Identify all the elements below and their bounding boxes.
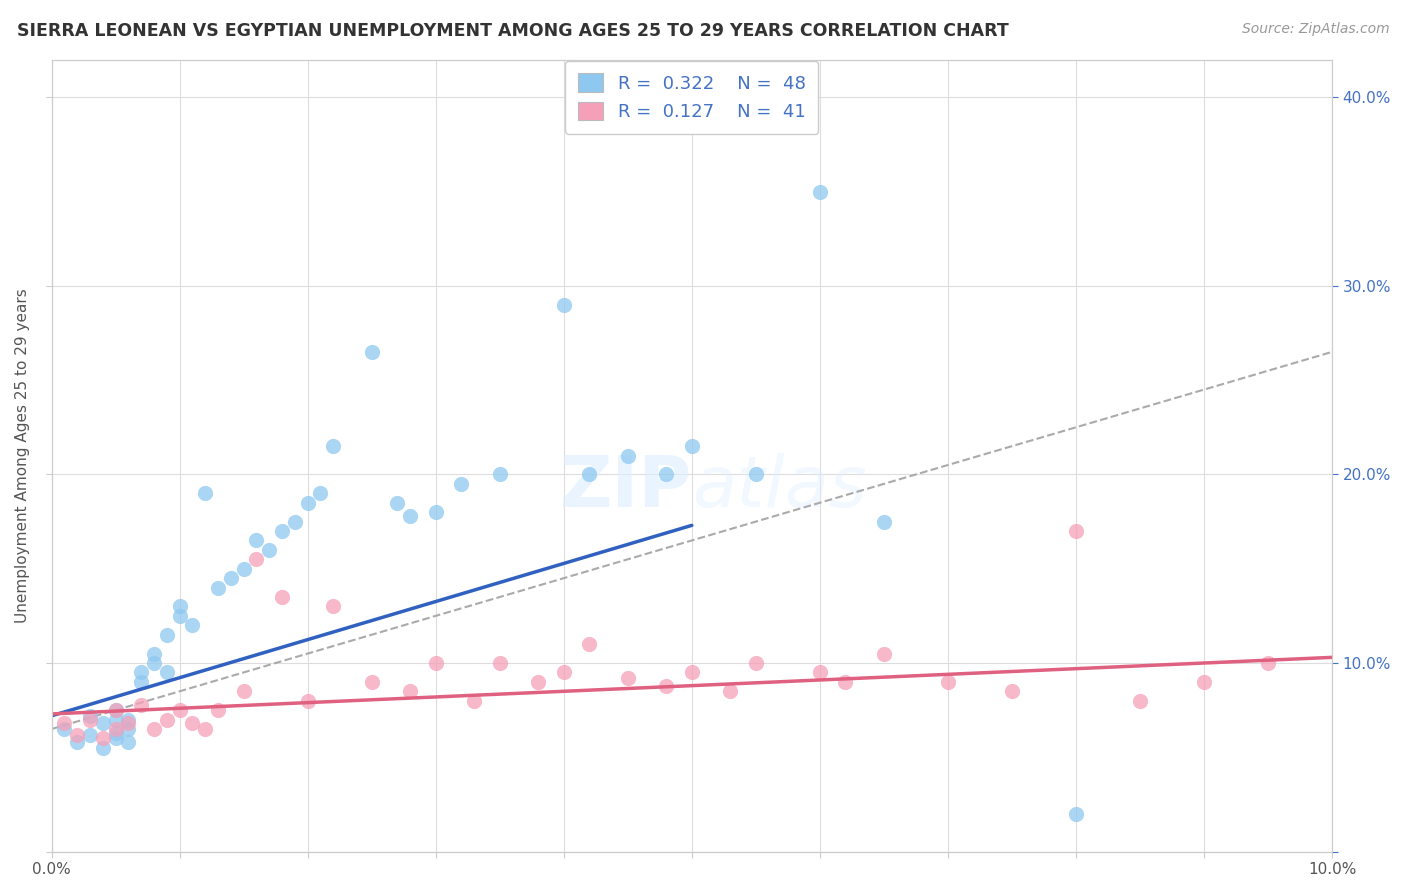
Point	[66, 735, 89, 749]
Point	[718, 684, 741, 698]
Text: ZIP: ZIP	[560, 453, 692, 522]
Point	[297, 694, 319, 708]
Point	[1064, 806, 1087, 821]
Point	[257, 542, 280, 557]
Text: atlas: atlas	[692, 453, 866, 522]
Point	[309, 486, 332, 500]
Point	[181, 716, 204, 731]
Point	[271, 524, 294, 538]
Point	[91, 731, 114, 746]
Point	[1064, 524, 1087, 538]
Point	[104, 703, 127, 717]
Point	[1001, 684, 1024, 698]
Point	[808, 185, 831, 199]
Point	[104, 722, 127, 736]
Point	[232, 684, 254, 698]
Point	[1192, 674, 1215, 689]
Point	[117, 722, 139, 736]
Point	[117, 713, 139, 727]
Point	[181, 618, 204, 632]
Point	[143, 647, 166, 661]
Point	[1129, 694, 1152, 708]
Point	[655, 467, 678, 482]
Point	[655, 679, 678, 693]
Point	[169, 703, 191, 717]
Point	[143, 656, 166, 670]
Point	[219, 571, 242, 585]
Point	[745, 656, 768, 670]
Point	[360, 674, 382, 689]
Point	[143, 722, 166, 736]
Point	[156, 713, 179, 727]
Point	[194, 722, 217, 736]
Point	[681, 439, 703, 453]
Point	[66, 728, 89, 742]
Point	[53, 716, 76, 731]
Point	[104, 703, 127, 717]
Point	[169, 599, 191, 614]
Text: SIERRA LEONEAN VS EGYPTIAN UNEMPLOYMENT AMONG AGES 25 TO 29 YEARS CORRELATION CH: SIERRA LEONEAN VS EGYPTIAN UNEMPLOYMENT …	[17, 22, 1008, 40]
Point	[245, 533, 267, 548]
Point	[79, 708, 101, 723]
Point	[553, 298, 575, 312]
Point	[616, 671, 638, 685]
Point	[194, 486, 217, 500]
Point	[873, 515, 896, 529]
Point	[79, 713, 101, 727]
Point	[745, 467, 768, 482]
Point	[156, 665, 179, 680]
Point	[553, 665, 575, 680]
Point	[129, 698, 152, 712]
Point	[936, 674, 959, 689]
Point	[117, 716, 139, 731]
Point	[245, 552, 267, 566]
Point	[808, 665, 831, 680]
Point	[527, 674, 550, 689]
Point	[616, 449, 638, 463]
Legend: R =  0.322    N =  48, R =  0.127    N =  41: R = 0.322 N = 48, R = 0.127 N = 41	[565, 61, 818, 134]
Point	[578, 637, 600, 651]
Point	[297, 496, 319, 510]
Point	[399, 684, 422, 698]
Point	[232, 562, 254, 576]
Point	[117, 735, 139, 749]
Point	[207, 703, 229, 717]
Point	[156, 628, 179, 642]
Point	[91, 740, 114, 755]
Point	[169, 608, 191, 623]
Y-axis label: Unemployment Among Ages 25 to 29 years: Unemployment Among Ages 25 to 29 years	[15, 288, 30, 623]
Point	[104, 731, 127, 746]
Point	[488, 656, 510, 670]
Point	[207, 581, 229, 595]
Point	[104, 713, 127, 727]
Point	[387, 496, 409, 510]
Point	[578, 467, 600, 482]
Point	[681, 665, 703, 680]
Point	[425, 505, 447, 519]
Point	[129, 665, 152, 680]
Point	[271, 590, 294, 604]
Point	[79, 728, 101, 742]
Point	[488, 467, 510, 482]
Point	[360, 344, 382, 359]
Point	[104, 726, 127, 740]
Point	[834, 674, 856, 689]
Point	[322, 439, 344, 453]
Point	[450, 476, 472, 491]
Point	[91, 716, 114, 731]
Point	[873, 647, 896, 661]
Point	[284, 515, 307, 529]
Point	[425, 656, 447, 670]
Point	[129, 674, 152, 689]
Point	[53, 722, 76, 736]
Point	[399, 508, 422, 523]
Point	[463, 694, 485, 708]
Point	[1257, 656, 1279, 670]
Text: Source: ZipAtlas.com: Source: ZipAtlas.com	[1241, 22, 1389, 37]
Point	[322, 599, 344, 614]
